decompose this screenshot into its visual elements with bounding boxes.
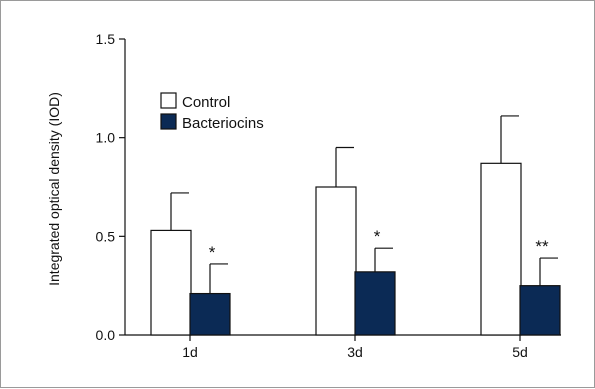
y-tick-label-2: 1.0 bbox=[96, 130, 116, 146]
y-tick-label-0: 0.0 bbox=[96, 327, 116, 343]
y-tick-label-1: 0.5 bbox=[96, 228, 116, 244]
legend-swatch-bacteriocins bbox=[160, 113, 177, 130]
x-tick-label-3d: 3d bbox=[347, 344, 363, 360]
bar-control-1d bbox=[150, 229, 192, 336]
bar-bacteriocins-3d bbox=[354, 271, 396, 336]
bar-bacteriocins-1d bbox=[189, 292, 231, 336]
legend-swatch-control bbox=[160, 92, 177, 109]
y-axis-title: Integrated optical density (IOD) bbox=[46, 92, 62, 286]
legend-label-control: Control bbox=[182, 94, 230, 111]
y-tick-label-3: 1.5 bbox=[96, 31, 116, 47]
legend-label-bacteriocins: Bacteriocins bbox=[182, 115, 264, 132]
significance-bacteriocins-1d: * bbox=[209, 243, 216, 262]
bar-bacteriocins-5d bbox=[519, 285, 561, 336]
x-tick-label-1d: 1d bbox=[182, 344, 198, 360]
significance-bacteriocins-3d: * bbox=[374, 227, 381, 246]
bar-control-5d bbox=[480, 162, 522, 336]
x-tick-label-5d: 5d bbox=[512, 344, 528, 360]
bar-control-3d bbox=[315, 186, 357, 336]
legend: Control Bacteriocins bbox=[160, 92, 264, 132]
significance-bacteriocins-5d: ** bbox=[535, 237, 549, 256]
